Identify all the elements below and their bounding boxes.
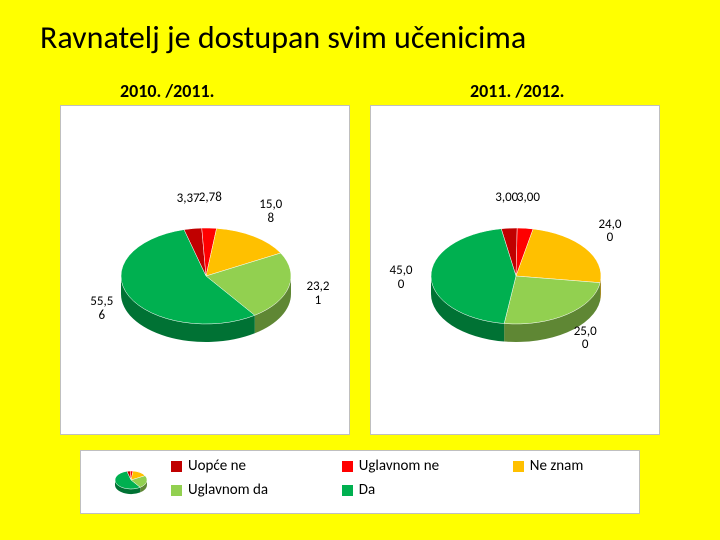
legend-label-uopce_ne: Uopće ne (188, 457, 246, 475)
slice-label-uopce_ne: 3,00 (495, 191, 518, 205)
slice-label-da: 55,5 6 (90, 295, 113, 322)
legend-swatch-uglavnom_ne (342, 461, 353, 472)
chart-subtitle-1: 2011. /2012. (470, 80, 564, 102)
legend-item-uopce_ne: Uopće ne (171, 457, 314, 475)
legend-item-ne_znam: Ne znam (513, 457, 629, 475)
legend-swatch-uglavnom_da (171, 485, 182, 496)
slice-label-ne_znam: 15,0 8 (259, 198, 282, 225)
slice-label-uglavnom_da: 25,0 0 (574, 325, 597, 352)
legend-label-da: Da (359, 481, 375, 499)
legend-label-uglavnom_da: Uglavnom da (188, 481, 268, 499)
legend-label-ne_znam: Ne znam (530, 457, 584, 475)
legend-item-da: Da (342, 481, 485, 499)
legend: Uopće ne Uglavnom ne Ne znam Uglavnom da Da (80, 450, 640, 514)
slice-label-uglavnom_ne: 2,78 (199, 191, 222, 205)
legend-item-uglavnom_da: Uglavnom da (171, 481, 314, 499)
legend-item-uglavnom_ne: Uglavnom ne (342, 457, 485, 475)
slice-label-da: 45,0 0 (390, 264, 413, 291)
slice-label-uopce_ne: 3,37 (177, 192, 200, 206)
pie-chart-2011-2012: 3,003,00 24,0 0 25,0 0 45,0 0 (370, 105, 660, 435)
legend-label-uglavnom_ne: Uglavnom ne (359, 457, 439, 475)
slide: { "background_color": "#ffff00", "title"… (0, 0, 720, 540)
legend-swatch-ne_znam (513, 461, 524, 472)
slice-label-uglavnom_da: 23,2 1 (306, 280, 329, 307)
slice-label-ne_znam: 24,0 0 (598, 218, 621, 245)
slice-label-uglavnom_ne: 3,00 (517, 191, 540, 205)
legend-mini-pie (91, 457, 171, 507)
legend-swatch-uopce_ne (171, 461, 182, 472)
page-title: Ravnatelj je dostupan svim učenicima (40, 18, 680, 57)
legend-swatch-da (342, 485, 353, 496)
chart-subtitle-0: 2010. /2011. (120, 80, 214, 102)
pie-chart-2010-2011: 3,372,78 15,0 8 23,2 1 55,5 6 (60, 105, 350, 435)
